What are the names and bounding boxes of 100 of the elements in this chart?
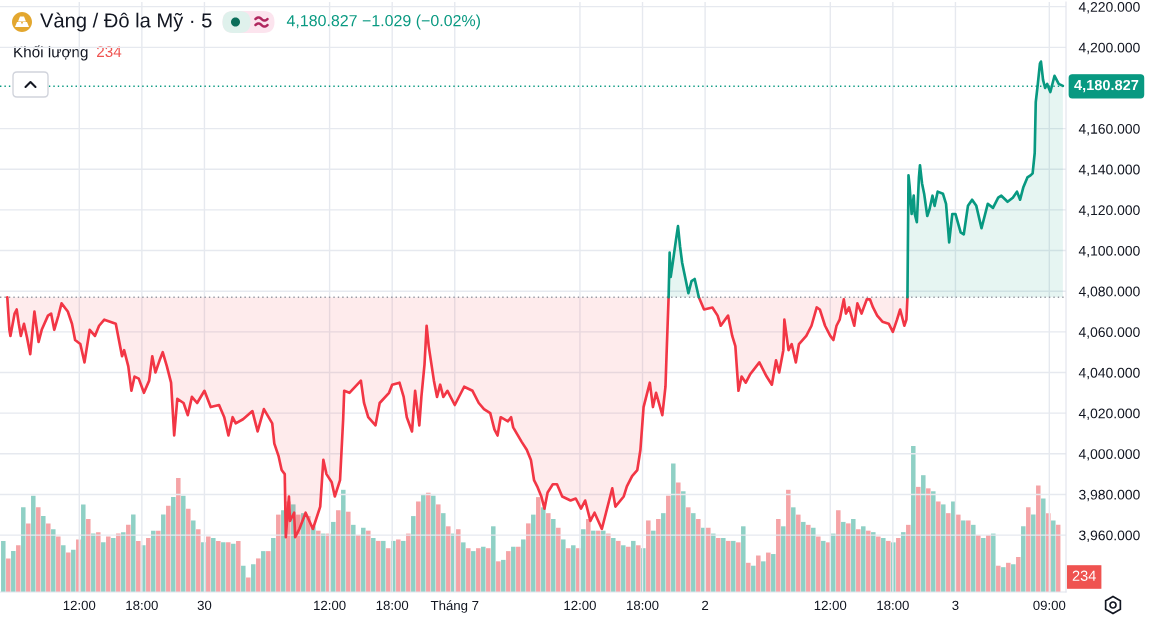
bar (941, 504, 946, 592)
bar (676, 482, 681, 592)
bar (796, 514, 801, 592)
bar (496, 561, 501, 592)
x-tick-label: 30 (197, 600, 212, 611)
bar (886, 540, 891, 592)
bar (1051, 520, 1056, 592)
bar (441, 513, 446, 592)
bar (126, 524, 131, 592)
bar (511, 546, 516, 592)
y-tick-label: 4,120.000 (1078, 205, 1140, 217)
bar (476, 548, 481, 592)
bar (536, 497, 541, 592)
bar (306, 516, 311, 592)
bar (436, 504, 441, 592)
bar (26, 523, 31, 592)
bar (531, 514, 536, 592)
bar (366, 530, 371, 592)
bar (751, 565, 756, 592)
bar (6, 558, 11, 592)
bar (456, 529, 461, 592)
bar (956, 514, 961, 592)
bar (336, 510, 341, 592)
y-tick-label: 4,040.000 (1078, 367, 1140, 380)
bar (161, 514, 166, 592)
y-tick-label: 3,960.000 (1079, 530, 1140, 542)
chart-title: Vàng / Đô la Mỹ · 5 (40, 12, 212, 32)
y-tick-label: 4,100.000 (1078, 245, 1140, 258)
bar (81, 504, 86, 592)
bar (666, 495, 671, 592)
bar (41, 516, 46, 592)
bar (706, 527, 711, 592)
bar (396, 539, 401, 592)
bar (401, 540, 406, 592)
bar (871, 532, 876, 592)
bar (806, 524, 811, 592)
bar (346, 511, 351, 592)
bar (1016, 556, 1021, 592)
y-tick-label: 4,220.000 (1078, 2, 1140, 14)
bar (756, 555, 761, 592)
bar (926, 488, 931, 592)
bar (341, 489, 346, 592)
bar (1001, 567, 1006, 592)
bar (86, 519, 91, 592)
bar (221, 542, 226, 592)
x-tick-label: 3 (952, 600, 959, 611)
bar (136, 540, 141, 592)
bar (906, 524, 911, 592)
bar (596, 530, 601, 592)
bar (146, 537, 151, 592)
bar (916, 486, 921, 592)
bar (131, 514, 136, 592)
bar (961, 520, 966, 592)
bar (1041, 498, 1046, 592)
bar (471, 551, 476, 592)
bar (741, 526, 746, 592)
bar (931, 491, 936, 592)
bar (111, 537, 116, 592)
x-tick-label: 09:00 (1033, 600, 1066, 611)
bar (356, 535, 361, 592)
bar (746, 562, 751, 592)
bar (911, 446, 916, 592)
bar (381, 540, 386, 592)
y-tick-label: 4,080.000 (1078, 286, 1140, 299)
bar (331, 521, 336, 592)
bar (51, 529, 56, 592)
bar (196, 529, 201, 592)
bar (631, 540, 636, 592)
bar (156, 530, 161, 592)
bar (411, 516, 416, 592)
bar (526, 523, 531, 592)
bar (881, 537, 886, 592)
x-tick-label: 18:00 (627, 600, 659, 611)
bar (976, 535, 981, 592)
bar (811, 527, 816, 592)
bar (636, 545, 641, 592)
bar (486, 548, 491, 592)
bar (276, 514, 281, 592)
bar (856, 529, 861, 592)
bar (316, 530, 321, 592)
ref-line-label: 4,180.827 (1074, 79, 1139, 93)
bar (681, 491, 686, 592)
bar (71, 549, 76, 592)
bar (186, 508, 191, 592)
bar (36, 507, 41, 592)
bar (1031, 514, 1036, 592)
bar (106, 536, 111, 592)
bar (406, 533, 411, 592)
bar (171, 497, 176, 592)
bar (491, 526, 496, 592)
bar (181, 495, 186, 592)
bar (166, 505, 171, 592)
bar (96, 532, 101, 592)
bar (546, 513, 551, 592)
bar (481, 546, 486, 592)
text: 234 (1072, 570, 1096, 581)
bar (821, 540, 826, 592)
bar (421, 494, 426, 592)
bar (836, 510, 841, 592)
bar (656, 519, 661, 592)
